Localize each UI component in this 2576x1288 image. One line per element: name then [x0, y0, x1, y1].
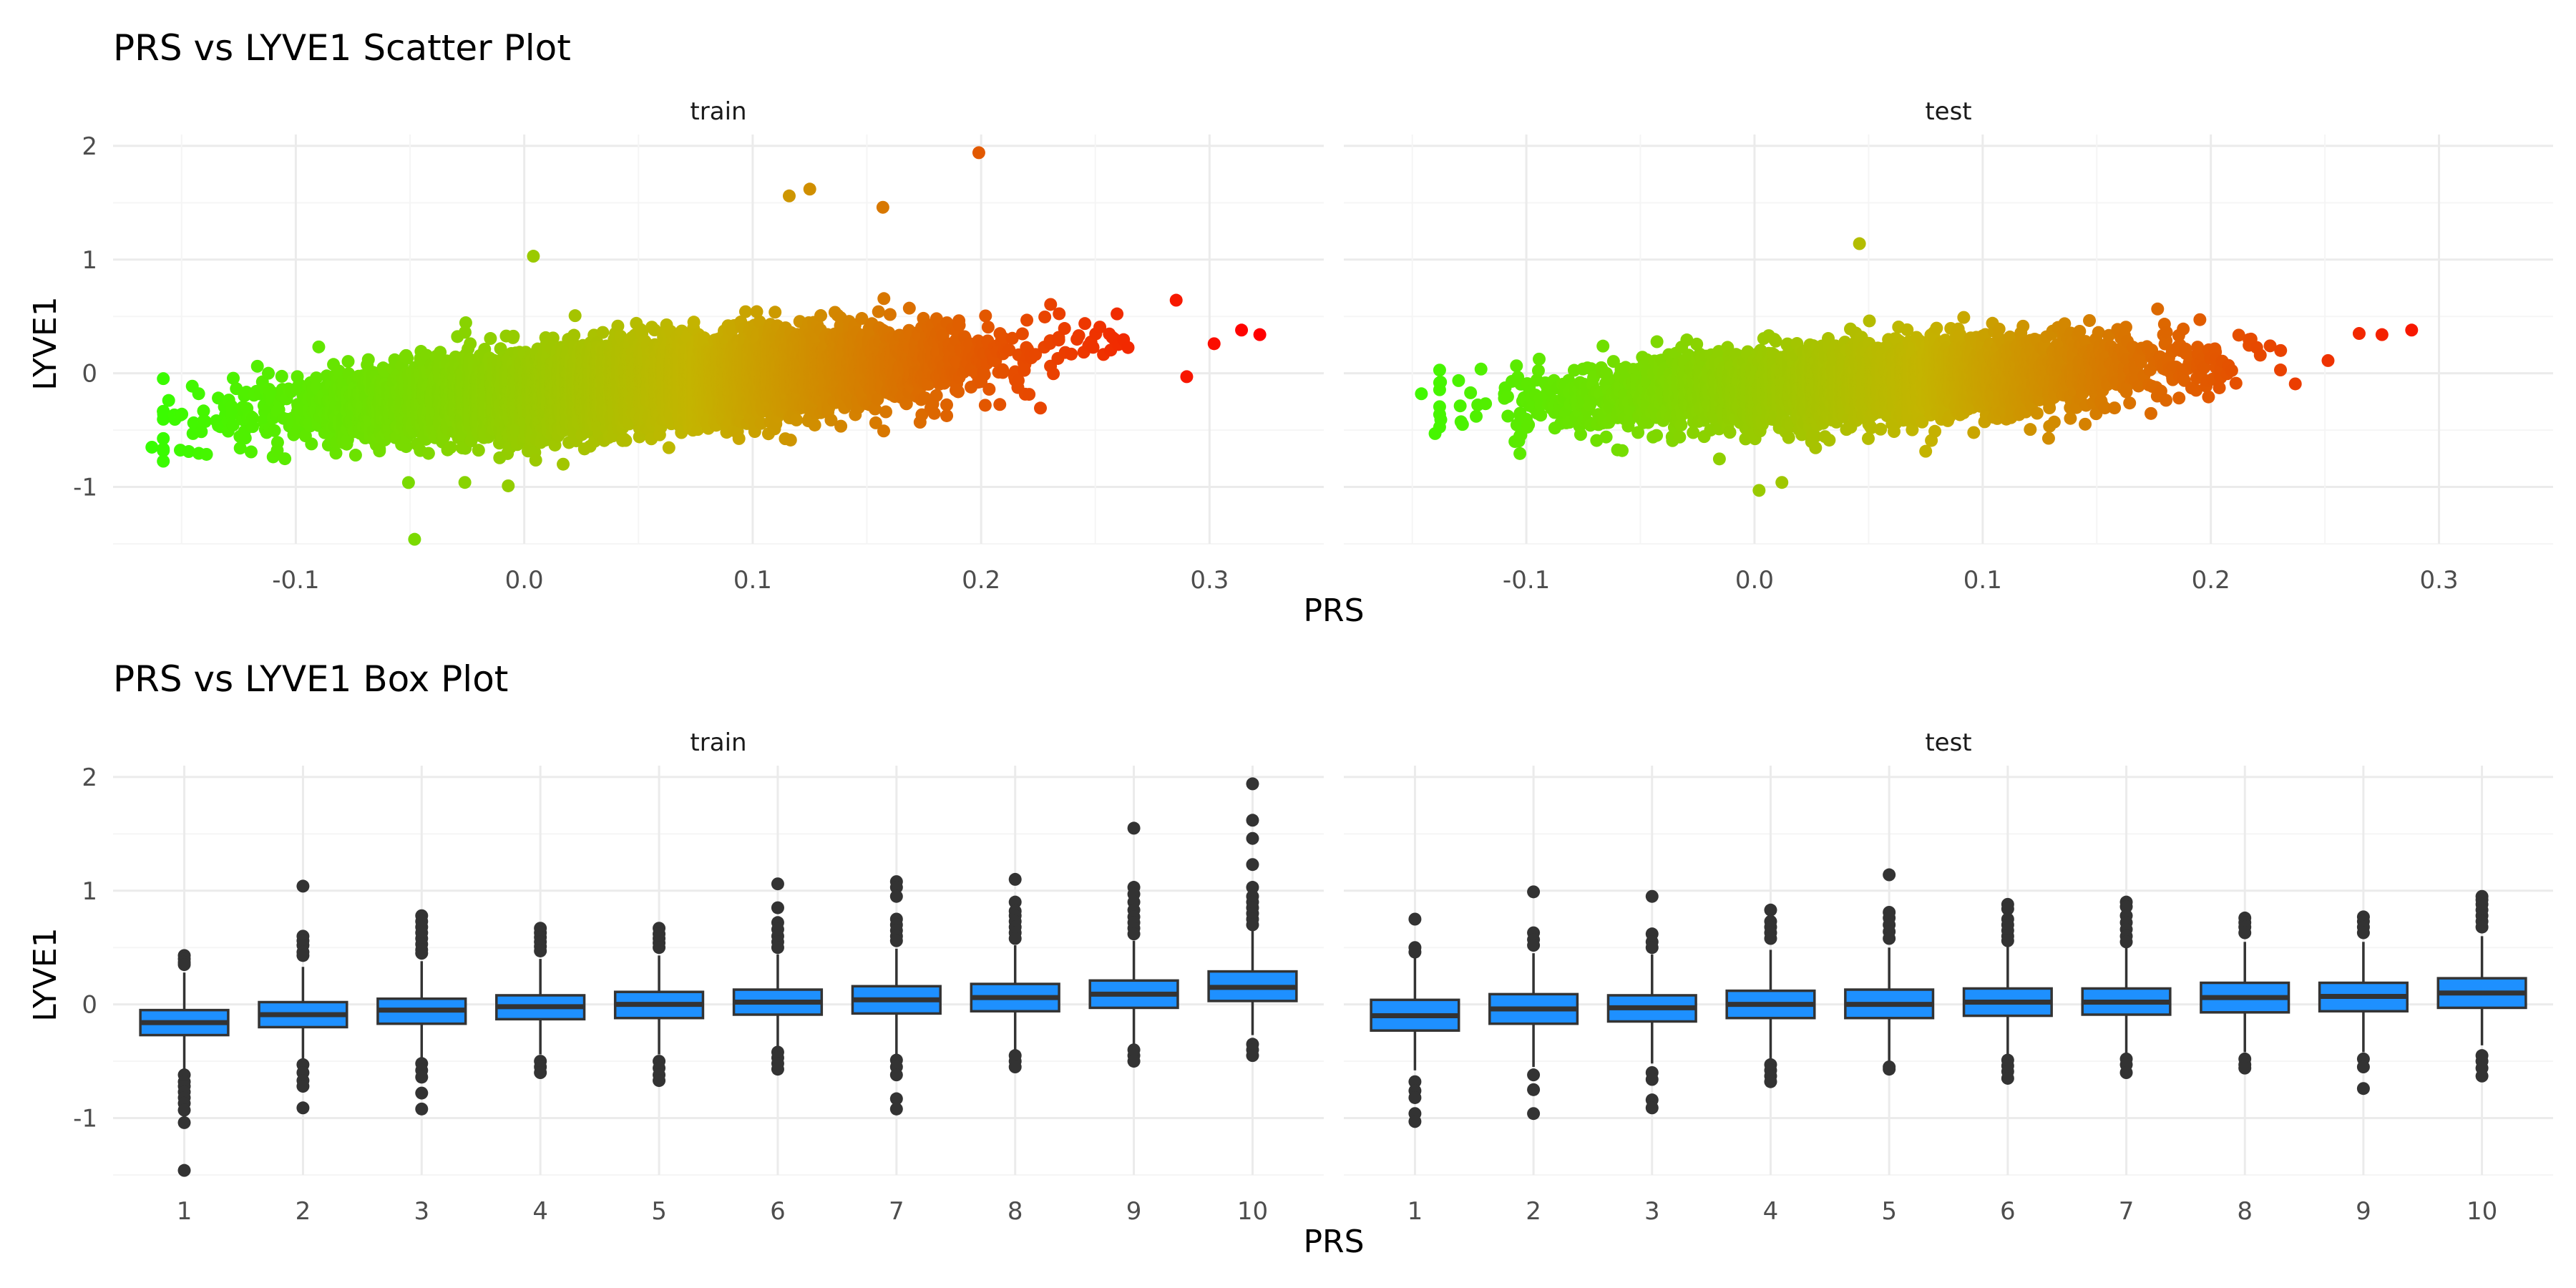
scatter-x-axis-label: PRS — [1303, 592, 1364, 629]
scatter-point — [329, 447, 343, 460]
scatter-point — [472, 444, 485, 457]
scatter-point — [421, 447, 435, 460]
scatter-point — [527, 250, 540, 263]
x-tick-label: -0.1 — [272, 566, 319, 595]
scatter-point — [484, 332, 497, 346]
scatter-point — [238, 431, 252, 445]
scatter-panel-train: -0.1 0.0 0.1 0.2 0.3 -1 0 1 2 — [73, 132, 1324, 595]
scatter-point — [268, 424, 281, 437]
scatter-point — [225, 405, 239, 419]
box-x-axis-label: PRS — [1303, 1224, 1364, 1260]
y-tick-label: 2 — [82, 132, 97, 161]
box-facet-label-train: train — [690, 728, 746, 757]
scatter-y-axis-label: LYVE1 — [27, 296, 64, 390]
scatter-point — [244, 445, 258, 459]
scatter-point — [157, 444, 170, 457]
scatter-point — [312, 340, 326, 353]
scatter-point — [226, 419, 240, 432]
scatter-point — [361, 353, 375, 366]
scatter-point — [507, 329, 520, 343]
scatter-point — [270, 436, 284, 449]
scatter-point — [197, 404, 210, 418]
scatter-point — [557, 457, 570, 471]
box-facet-label-test: test — [1925, 728, 1971, 757]
scatter-point — [502, 479, 515, 492]
scatter-point — [157, 431, 170, 445]
box-y-axis-label: LYVE1 — [27, 927, 64, 1021]
x-tick-label: 0.2 — [962, 566, 1000, 595]
scatter-point — [262, 366, 275, 380]
scatter-point — [529, 454, 542, 467]
scatter-point — [459, 316, 472, 330]
scatter-point — [250, 359, 264, 373]
x-tick-label: 0.0 — [505, 566, 544, 595]
scatter-point — [399, 440, 413, 454]
scatter-point — [408, 532, 421, 546]
x-tick-label: 0.1 — [733, 566, 772, 595]
scatter-point — [162, 394, 175, 407]
scatter-point — [145, 440, 159, 454]
scatter-point — [157, 372, 170, 386]
scatter-point — [464, 337, 477, 351]
scatter-point — [157, 454, 170, 468]
scatter-point — [305, 437, 318, 451]
scatter-point — [619, 434, 633, 447]
scatter-point — [278, 452, 292, 466]
scatter-point — [246, 411, 260, 425]
scatter-point — [227, 371, 240, 385]
scatter-point — [275, 369, 288, 383]
scatter-point — [157, 408, 170, 421]
scatter-point — [401, 351, 414, 365]
scatter-facet-label-train: train — [690, 97, 746, 126]
scatter-point — [401, 476, 415, 489]
scatter-point — [568, 309, 582, 323]
scatter-point — [458, 476, 472, 489]
scatter-plot-title: PRS vs LYVE1 Scatter Plot — [113, 27, 571, 69]
scatter-point — [198, 415, 212, 429]
y-tick-label: 0 — [82, 360, 97, 389]
y-tick-label: 1 — [82, 246, 97, 275]
scatter-point — [348, 449, 362, 462]
scatter-point — [200, 447, 213, 461]
scatter-point — [192, 387, 205, 401]
scatter-point — [182, 445, 195, 459]
box-plot-title: PRS vs LYVE1 Box Plot — [113, 658, 508, 700]
scatter-facet-label-test: test — [1925, 97, 1971, 126]
scatter-point — [310, 371, 323, 385]
y-tick-label: -1 — [73, 474, 97, 502]
scatter-point — [195, 425, 208, 439]
scatter-point — [596, 326, 610, 339]
scatter-point — [341, 355, 355, 369]
x-tick-label: 0.3 — [1190, 566, 1229, 595]
scatter-point — [233, 441, 247, 455]
scatter-point — [175, 407, 189, 421]
